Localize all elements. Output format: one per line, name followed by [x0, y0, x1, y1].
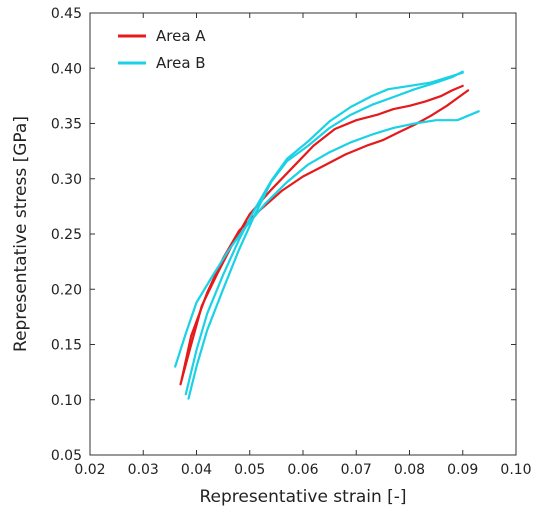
x-tick-label: 0.07: [341, 462, 372, 478]
series-line-1-2: [180, 89, 470, 381]
x-tick-label: 0.04: [181, 462, 212, 478]
legend-label: Area A: [156, 27, 206, 45]
legend-label: Area B: [156, 54, 206, 72]
series-layer: [174, 70, 480, 400]
series-area-a: [179, 84, 470, 386]
x-tick-label: 0.02: [74, 462, 105, 478]
plot-frame: [89, 12, 517, 456]
x-tick-label: 0.03: [128, 462, 159, 478]
y-tick-label: 0.20: [51, 282, 82, 298]
y-tick-label: 0.45: [51, 6, 82, 22]
x-tick-label: 0.06: [287, 462, 318, 478]
series-area-b: [174, 70, 480, 400]
y-axis-label: Representative stress [GPa]: [11, 116, 31, 352]
x-axis-label: Representative strain [-]: [199, 487, 406, 507]
series-line-2-2: [187, 70, 464, 400]
x-tick-label: 0.05: [234, 462, 265, 478]
y-tick-label: 0.30: [51, 172, 82, 188]
legend: Area A Area B: [118, 27, 206, 72]
y-tick-label: 0.35: [51, 117, 82, 133]
series-line-1-1: [179, 84, 464, 386]
y-tick-label: 0.25: [51, 227, 82, 243]
x-tick-label: 0.08: [394, 462, 425, 478]
series-line-2-3: [184, 71, 464, 396]
y-tick-label: 0.40: [51, 61, 82, 77]
y-tick-label: 0.10: [51, 393, 82, 409]
ticks-layer: 0.02 0.03 0.04 0.05 0.06 0.07 0.08 0.09 0.10 0.05…: [51, 6, 532, 478]
series-line-2-1: [174, 110, 480, 368]
x-tick-label: 0.09: [447, 462, 478, 478]
x-tick-label: 0.10: [500, 462, 531, 478]
y-tick-label: 0.05: [51, 448, 82, 464]
y-tick-label: 0.15: [51, 338, 82, 354]
